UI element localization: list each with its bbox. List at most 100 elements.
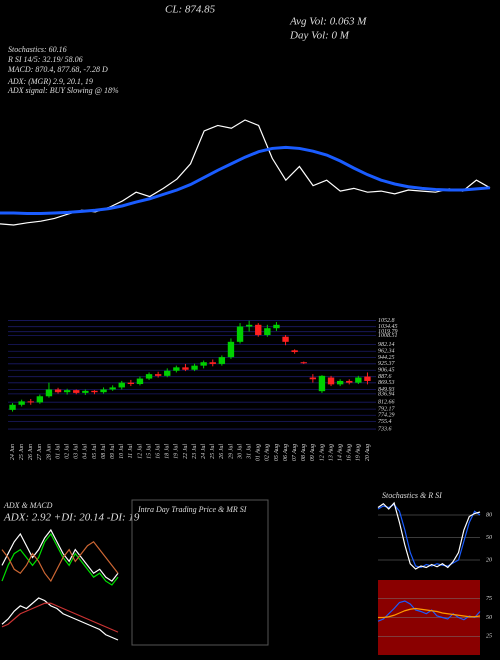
candle-body — [255, 324, 262, 336]
y-tick-label: 1052.8 — [378, 318, 395, 324]
candle-body — [346, 380, 353, 383]
x-tick-label: 13 Aug — [328, 444, 334, 461]
candle-body — [73, 390, 80, 393]
x-tick-label: 30 Jul — [237, 444, 243, 460]
series-line — [0, 119, 491, 226]
info: Stochastics: 60.16 — [8, 45, 67, 54]
x-tick-label: 22 Jul — [183, 444, 189, 459]
candle-body — [18, 401, 25, 405]
x-tick-label: 28 Jun — [46, 444, 52, 460]
series-line — [377, 600, 481, 622]
candle-body — [91, 390, 98, 393]
candle-body — [82, 390, 89, 393]
y-tick-label: 25 — [486, 634, 492, 640]
info: ADX signal: BUY Slowing @ 18% — [7, 86, 119, 95]
x-tick-label: 02 Jul — [65, 444, 71, 459]
candle-body — [218, 357, 226, 364]
x-tick-label: 09 Aug — [310, 444, 316, 461]
adx-text: ADX: 2.92 +DI: 20.14 -DI: 19 — [3, 512, 140, 524]
x-tick-label: 16 Jul — [156, 444, 162, 459]
candle-body — [63, 390, 71, 393]
y-tick-label: 925.37 — [378, 361, 396, 367]
x-tick-label: 01 Jul — [55, 444, 61, 459]
candle-body — [145, 374, 153, 379]
day-volume: Day Vol: 0 M — [289, 30, 350, 42]
series-line — [1, 597, 119, 641]
x-tick-label: 24 Jun — [9, 444, 16, 460]
y-tick-label: 80 — [486, 512, 492, 518]
candle-body — [173, 367, 180, 371]
candle-body — [209, 362, 216, 364]
x-tick-label: 20 Aug — [365, 444, 371, 461]
x-tick-label: 04 Jul — [82, 444, 89, 459]
series-line — [1, 602, 119, 633]
y-tick-label: 75 — [486, 596, 492, 602]
x-tick-label: 03 Jul — [74, 444, 80, 459]
intraday-box — [131, 499, 269, 646]
series-line — [378, 607, 481, 619]
series-line — [377, 501, 481, 570]
y-tick-label: 812.66 — [378, 400, 395, 406]
candle-body — [245, 324, 253, 327]
candle-body — [54, 389, 62, 393]
candle-body — [291, 350, 298, 353]
x-tick-label: 14 Aug — [337, 444, 344, 461]
x-tick-label: 08 Aug — [301, 444, 307, 461]
x-tick-label: 19 Aug — [356, 444, 362, 461]
candle-body — [191, 365, 198, 370]
candle-body — [282, 336, 289, 342]
x-tick-label: 05 Jul — [92, 444, 98, 459]
x-tick-label: 31 Jul — [247, 444, 253, 460]
x-tick-label: 19 Jul — [174, 444, 180, 459]
x-tick-label: 16 Aug — [347, 444, 353, 461]
series-line — [1, 540, 119, 583]
x-tick-label: 25 Jul — [210, 444, 216, 459]
y-tick-label: 1008.51 — [378, 333, 398, 339]
x-tick-label: 15 Jul — [146, 444, 152, 459]
panel-title: Stochastics & R SI — [382, 491, 442, 500]
x-tick-label: 25 Jun — [19, 444, 25, 460]
x-tick-label: 07 Aug — [292, 444, 298, 461]
x-tick-label: 01 Aug — [256, 444, 262, 461]
info: MACD: 870.4, 877.68, -7.28 D — [7, 65, 108, 74]
y-tick-label: 906.45 — [378, 367, 395, 374]
candle-body — [9, 404, 16, 410]
x-tick-label: 12 Aug — [319, 444, 325, 461]
candle-body — [109, 387, 116, 390]
candle-body — [27, 401, 34, 403]
x-tick-label: 08 Jul — [101, 444, 107, 459]
y-tick-label: 962.34 — [378, 348, 395, 355]
y-tick-label: 982.14 — [378, 341, 395, 348]
y-tick-label: 755.4 — [378, 418, 392, 425]
avg-volume: Avg Vol: 0.063 M — [289, 16, 367, 28]
panel-title: Intra Day Trading Price & MR SI — [137, 505, 247, 514]
y-tick-label: 50 — [486, 535, 492, 541]
candle-body — [136, 378, 144, 385]
candle-body — [127, 382, 135, 385]
candle-body — [336, 380, 344, 385]
candle-body — [164, 370, 171, 376]
candle-body — [118, 382, 125, 388]
y-tick-label: 774.29 — [378, 412, 395, 419]
y-tick-label: 1034.45 — [378, 323, 398, 330]
candle-body — [154, 374, 162, 376]
series-line — [0, 145, 491, 216]
x-tick-label: 27 Jun — [37, 444, 43, 460]
x-tick-label: 24 Jul — [200, 444, 207, 459]
candle-body — [236, 326, 244, 342]
candle-body — [273, 324, 280, 329]
candle-body — [227, 341, 235, 358]
x-tick-label: 23 Jul — [192, 444, 198, 459]
candle-body — [355, 377, 362, 383]
x-tick-label: 05 Aug — [274, 444, 280, 461]
candle-body — [36, 396, 44, 403]
series-line — [1, 532, 119, 586]
candle-body — [327, 377, 335, 385]
candle-body — [45, 389, 53, 397]
x-tick-label: 26 Jul — [219, 444, 225, 459]
series-line — [1, 528, 119, 582]
x-tick-label: 11 Jul — [128, 444, 134, 459]
y-tick-label: 836.94 — [378, 390, 395, 397]
candle-body — [100, 389, 107, 393]
